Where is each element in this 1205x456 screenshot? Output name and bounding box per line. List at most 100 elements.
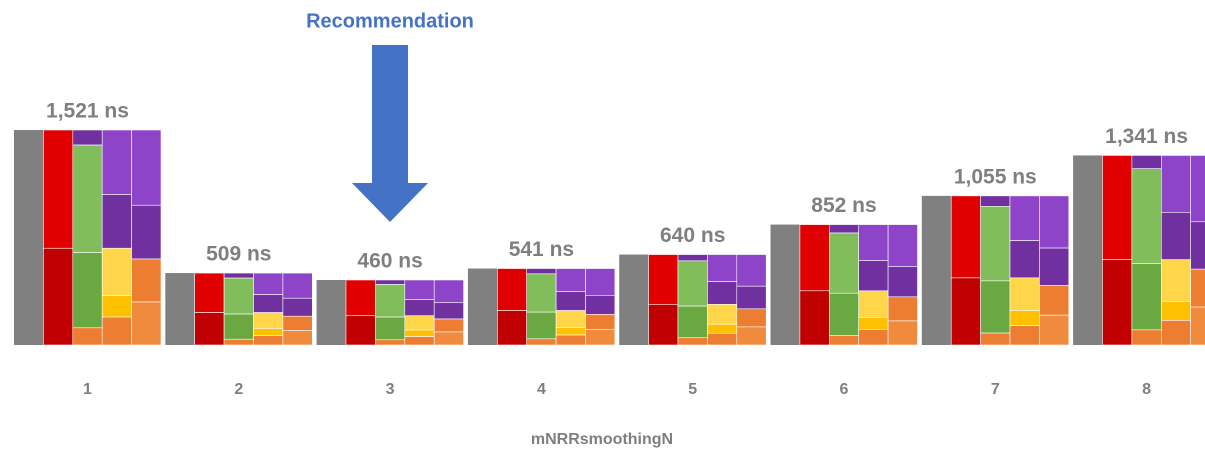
- bar-segment: [282, 297, 313, 317]
- bar-segment: [887, 320, 918, 346]
- bar-segment: [677, 254, 708, 262]
- x-tick-label: 8: [1142, 381, 1151, 398]
- bar-segment: [223, 272, 254, 279]
- value-label: 460 ns: [357, 250, 422, 273]
- bar-segment: [72, 144, 103, 253]
- bar-segment: [253, 294, 284, 313]
- bar-segment: [1039, 314, 1070, 346]
- bar-segment: [980, 332, 1011, 346]
- x-tick-label: 6: [840, 381, 849, 398]
- bar-segment: [1039, 195, 1070, 249]
- bar-segment: [1131, 155, 1162, 170]
- bar-segment: [887, 296, 918, 322]
- bar-segment: [194, 312, 225, 346]
- bar-segment: [1161, 301, 1192, 321]
- bar-segment: [858, 260, 889, 292]
- bar-segment: [1161, 155, 1192, 213]
- bar-segment: [131, 204, 162, 260]
- bar-segment: [1039, 247, 1070, 286]
- bar-segment: [828, 335, 859, 346]
- bar-segment: [433, 318, 464, 333]
- bar-segment: [980, 206, 1011, 282]
- bar-segment: [345, 279, 376, 317]
- bar-segment: [404, 329, 435, 337]
- bar-segment: [433, 302, 464, 320]
- arrow: [352, 45, 428, 222]
- bar-segment: [526, 268, 557, 275]
- bar-segment: [887, 224, 918, 268]
- bar-segment: [707, 332, 738, 346]
- bar-segment: [1039, 285, 1070, 316]
- bar-segment: [950, 195, 981, 279]
- x-axis-label: mNRRsmoothingN: [531, 431, 673, 448]
- bar-segment: [101, 194, 132, 249]
- bar-segment: [223, 338, 254, 346]
- bar-segment: [1190, 221, 1205, 270]
- bar: [165, 273, 195, 345]
- bar-segment: [1161, 212, 1192, 260]
- bar-segment: [496, 310, 527, 346]
- bar-segment: [101, 316, 132, 346]
- bar-segment: [1009, 277, 1040, 312]
- bar-segment: [1190, 155, 1205, 223]
- bar-segment: [707, 254, 738, 282]
- bar-segment: [1190, 306, 1205, 346]
- bar-segment: [555, 334, 586, 346]
- bar-segment: [101, 129, 132, 195]
- bar-segment: [253, 328, 284, 336]
- bar-segment: [1009, 325, 1040, 346]
- bar-segment: [648, 303, 679, 346]
- bar-segment: [404, 336, 435, 346]
- bar-segment: [345, 315, 376, 346]
- bar-segment: [707, 323, 738, 334]
- bar-segment: [677, 305, 708, 339]
- bar-segment: [1190, 268, 1205, 308]
- value-label: 509 ns: [206, 243, 271, 266]
- bar-segment: [858, 317, 889, 330]
- x-tick-label: 7: [991, 381, 1000, 398]
- bar-segment: [736, 326, 767, 346]
- bar-segment: [131, 129, 162, 206]
- bar-segment: [375, 279, 406, 285]
- bar-segment: [858, 290, 889, 318]
- bar-segment: [585, 294, 616, 315]
- bar-segment: [555, 268, 586, 292]
- annotation: Recommendation: [306, 10, 474, 32]
- bar-segment: [282, 330, 313, 346]
- value-label: 852 ns: [811, 194, 876, 217]
- bar-segment: [555, 291, 586, 311]
- bar-segment: [43, 247, 74, 346]
- x-tick-label: 2: [234, 381, 243, 398]
- bar-segment: [707, 281, 738, 305]
- bar-segment: [375, 339, 406, 346]
- bar-segment: [950, 277, 981, 346]
- bar-segment: [677, 260, 708, 307]
- bar-segment: [677, 337, 708, 346]
- bar-segment: [585, 329, 616, 346]
- bar-segment: [555, 327, 586, 336]
- bar: [619, 254, 649, 345]
- bar-segment: [980, 280, 1011, 334]
- bar-segment: [1161, 259, 1192, 302]
- bar-segment: [282, 315, 313, 331]
- bar-segment: [526, 273, 557, 313]
- bar-segment: [375, 284, 406, 318]
- bar-segment: [1131, 263, 1162, 331]
- bar-segment: [1131, 329, 1162, 346]
- bar-segment: [101, 247, 132, 296]
- bar-segment: [1009, 195, 1040, 241]
- bar-segment: [858, 329, 889, 346]
- bar-segment: [526, 338, 557, 346]
- bar-segment: [1102, 155, 1133, 260]
- bar: [14, 130, 44, 345]
- bar-segment: [648, 254, 679, 305]
- bar-segment: [828, 292, 859, 336]
- bar-segment: [707, 303, 738, 325]
- bar-segment: [282, 272, 313, 299]
- x-tick-label: 5: [688, 381, 697, 398]
- bar: [1073, 155, 1103, 345]
- bar-segment: [980, 195, 1011, 207]
- value-label: 541 ns: [509, 238, 574, 261]
- bar-segment: [194, 272, 225, 313]
